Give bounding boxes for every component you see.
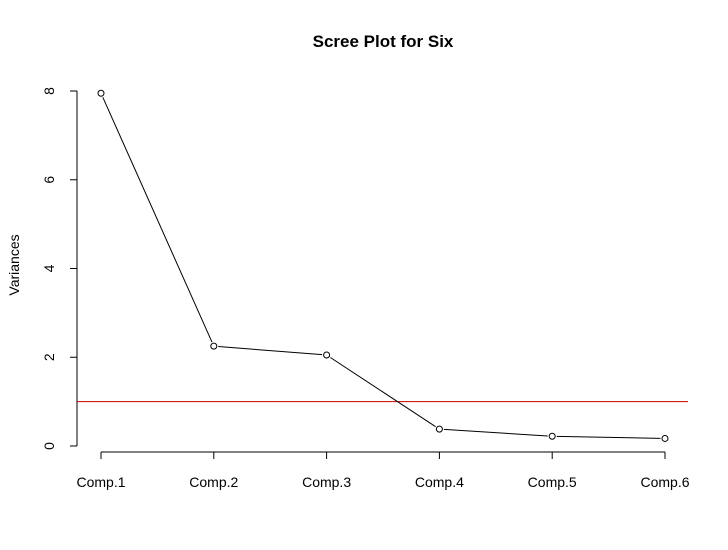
y-axis: 0 2 4 6 8: [41, 87, 78, 450]
y-axis-label: Variances: [6, 234, 22, 295]
series-line-segment: [218, 346, 323, 356]
series-line-segment: [556, 435, 661, 439]
y-tick-label: 2: [41, 353, 57, 361]
data-point: [323, 351, 331, 359]
series-line-segment: [443, 428, 548, 437]
data-point: [97, 89, 105, 97]
x-tick-label: Comp.6: [640, 474, 689, 490]
data-point: [435, 425, 443, 433]
x-tick-label: Comp.4: [415, 474, 464, 490]
x-tick-label: Comp.5: [528, 474, 577, 490]
series-layer: [97, 89, 669, 442]
y-tick-label: 6: [41, 176, 57, 184]
y-tick-label: 8: [41, 87, 57, 95]
data-point: [210, 342, 218, 350]
data-point: [548, 432, 556, 440]
x-axis: Comp.1 Comp.2 Comp.3 Comp.4 Comp.5 Comp.6: [76, 451, 690, 490]
x-tick-label: Comp.2: [189, 474, 238, 490]
x-tick-label: Comp.1: [76, 474, 125, 490]
y-tick-label: 0: [41, 442, 57, 450]
chart-title: Scree Plot for Six: [313, 32, 454, 51]
data-point: [661, 434, 669, 442]
x-tick-label: Comp.3: [302, 474, 351, 490]
series-line-segment: [102, 97, 213, 343]
series-line-segment: [330, 357, 436, 428]
y-tick-label: 4: [41, 264, 57, 272]
